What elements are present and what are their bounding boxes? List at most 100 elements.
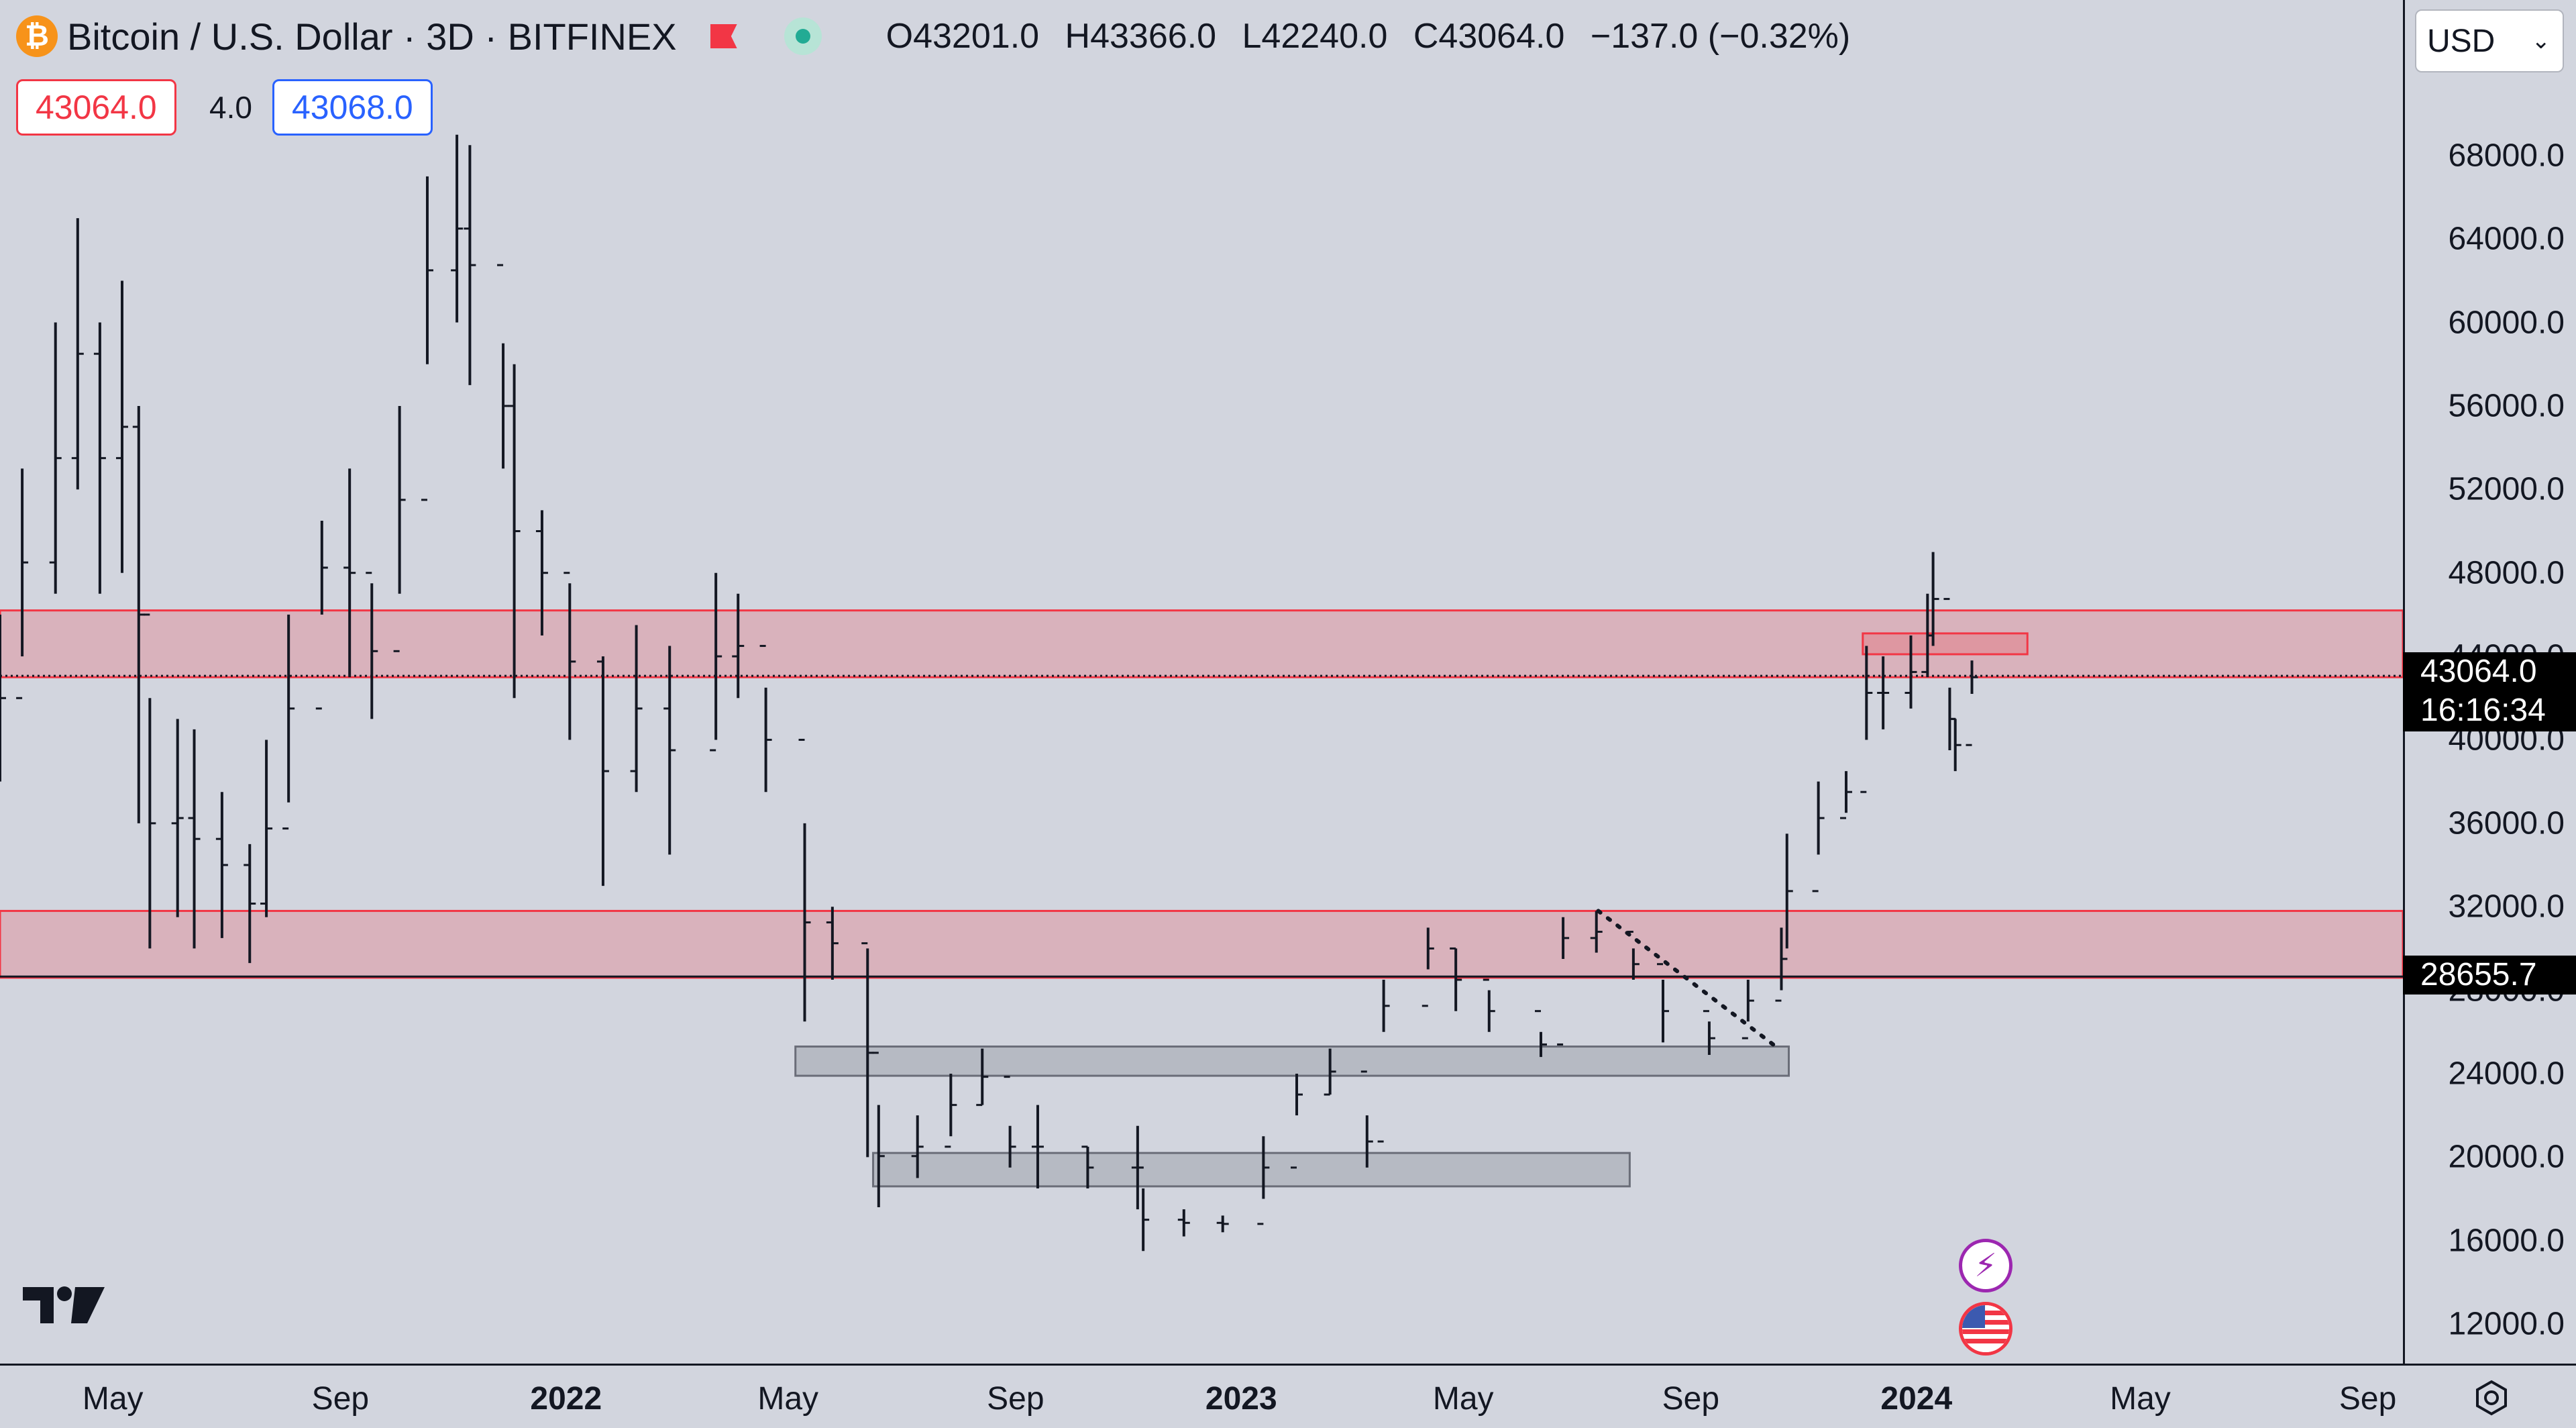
ohlc-bar — [1966, 660, 1978, 746]
ohlc-bar — [1741, 980, 1754, 1039]
price-tick: 20000.0 — [2448, 1139, 2565, 1175]
ohlc-bar — [1450, 947, 1462, 1011]
ohlc-bar — [244, 844, 256, 964]
last-price-label: 43064.0 16:16:34 — [2403, 652, 2576, 731]
time-tick: Sep — [1662, 1381, 1720, 1417]
ohlc-bar — [451, 134, 464, 323]
bolt-icon[interactable]: ⚡ — [1959, 1239, 2012, 1292]
time-tick: Sep — [2339, 1381, 2397, 1417]
close-value: C43064.0 — [1413, 17, 1565, 56]
ohlc-bar — [1535, 1010, 1548, 1058]
price-tick: 16000.0 — [2448, 1223, 2565, 1259]
time-tick: 2022 — [530, 1381, 602, 1417]
ohlc-bar — [759, 645, 772, 793]
currency-select[interactable]: USD ⌄ — [2415, 9, 2564, 72]
ohlc-bar — [1257, 1136, 1270, 1225]
ohlc-bar — [1627, 931, 1640, 980]
ohlc-values: O43201.0 H43366.0 L42240.0 C43064.0 −137… — [886, 16, 1867, 56]
open-value: O43201.0 — [885, 17, 1040, 56]
time-tick: Sep — [311, 1381, 370, 1417]
price-tick: 24000.0 — [2448, 1056, 2565, 1092]
price-tick: 68000.0 — [2448, 138, 2565, 174]
red-zone-0 — [0, 609, 2403, 678]
change-value: −137.0 (−0.32%) — [1590, 17, 1851, 56]
ohlc-bar — [1216, 1215, 1229, 1233]
buy-button[interactable]: 43068.0 — [272, 79, 433, 136]
red-zone-2 — [1862, 632, 2029, 656]
ohlc-bar — [1557, 917, 1570, 1046]
ohlc-bar — [49, 322, 62, 594]
ohlc-bar — [508, 364, 521, 699]
ohlc-bar — [596, 656, 609, 886]
ohlc-bar — [115, 280, 128, 573]
ohlc-bar — [71, 218, 84, 490]
level-price-label: 28655.7 — [2403, 956, 2576, 994]
price-tick: 52000.0 — [2448, 471, 2565, 507]
ohlc-bar — [976, 1048, 989, 1107]
time-tick: May — [82, 1381, 144, 1417]
price-tick: 48000.0 — [2448, 555, 2565, 591]
ohlc-bar — [1860, 646, 1873, 793]
time-axis[interactable]: May Sep 2022 May Sep 2023 May Sep 2024 May Sep — [0, 1364, 2576, 1428]
low-value: L42240.0 — [1242, 17, 1388, 56]
ohlc-bar — [315, 520, 328, 710]
ohlc-bar — [16, 468, 29, 699]
flag-icon[interactable] — [710, 24, 737, 48]
ohlc-bar — [1081, 1145, 1094, 1189]
ohlc-bar — [1656, 963, 1669, 1043]
ohlc-bar — [630, 625, 643, 793]
ohlc-bar — [1324, 1048, 1336, 1096]
red-zone-1 — [0, 909, 2403, 979]
ohlc-bar — [1877, 656, 1890, 729]
ohlc-bar — [1949, 717, 1962, 772]
ohlc-bar — [1360, 1070, 1373, 1168]
time-tick: May — [2110, 1381, 2171, 1417]
time-tick: May — [757, 1381, 819, 1417]
settings-icon[interactable] — [2473, 1379, 2510, 1417]
ohlc-bar — [564, 572, 576, 740]
ohlc-bar — [93, 322, 106, 594]
ohlc-bar — [1780, 833, 1793, 960]
ohlc-bar — [464, 145, 476, 385]
ohlc-bar — [732, 593, 745, 699]
ohlc-bar — [1137, 1166, 1150, 1252]
price-tick: 60000.0 — [2448, 305, 2565, 341]
bitcoin-icon: ₿ — [16, 15, 58, 57]
ohlc-bar — [1421, 927, 1434, 1007]
ohlc-bar — [1839, 771, 1852, 819]
ohlc-bar — [945, 1073, 957, 1148]
price-axis[interactable]: 68000.0 64000.0 60000.0 56000.0 52000.0 48000… — [2403, 0, 2576, 1364]
ohlc-bar — [144, 613, 156, 949]
ohlc-bar — [1904, 635, 1917, 709]
currency-value: USD — [2427, 23, 2496, 59]
ohlc-bar — [826, 907, 839, 980]
ohlc-bar — [798, 738, 811, 1022]
ohlc-bar — [535, 510, 548, 635]
ohlc-bar — [861, 942, 874, 1158]
ohlc-bar — [171, 719, 184, 917]
time-tick: May — [1432, 1381, 1494, 1417]
gray-zone-3 — [794, 1046, 1790, 1077]
ohlc-bar — [215, 792, 228, 938]
spread-value: 4.0 — [209, 90, 252, 125]
ohlc-bar — [1177, 1209, 1190, 1237]
ohlc-bar — [872, 1052, 885, 1207]
last-price-value: 43064.0 — [2420, 654, 2537, 689]
market-status-icon[interactable] — [784, 17, 822, 55]
us-flag-icon[interactable] — [1959, 1302, 2012, 1356]
gray-zone-4 — [872, 1152, 1631, 1188]
symbol-title[interactable]: Bitcoin / U.S. Dollar · 3D · BITFINEX — [67, 15, 677, 58]
time-tick: 2023 — [1205, 1381, 1277, 1417]
ohlc-bar — [710, 572, 722, 752]
ohlc-bar — [1291, 1073, 1303, 1169]
tradingview-logo[interactable] — [20, 1282, 107, 1329]
chevron-down-icon: ⌄ — [2531, 28, 2551, 54]
ohlc-bar — [260, 740, 273, 917]
sell-button[interactable]: 43064.0 — [16, 79, 176, 136]
price-chart[interactable] — [0, 0, 2403, 1364]
price-tick: 64000.0 — [2448, 221, 2565, 257]
ohlc-bar — [282, 614, 295, 830]
ohlc-bar — [343, 468, 356, 678]
time-tick: Sep — [987, 1381, 1044, 1417]
ohlc-bar — [911, 1115, 924, 1178]
